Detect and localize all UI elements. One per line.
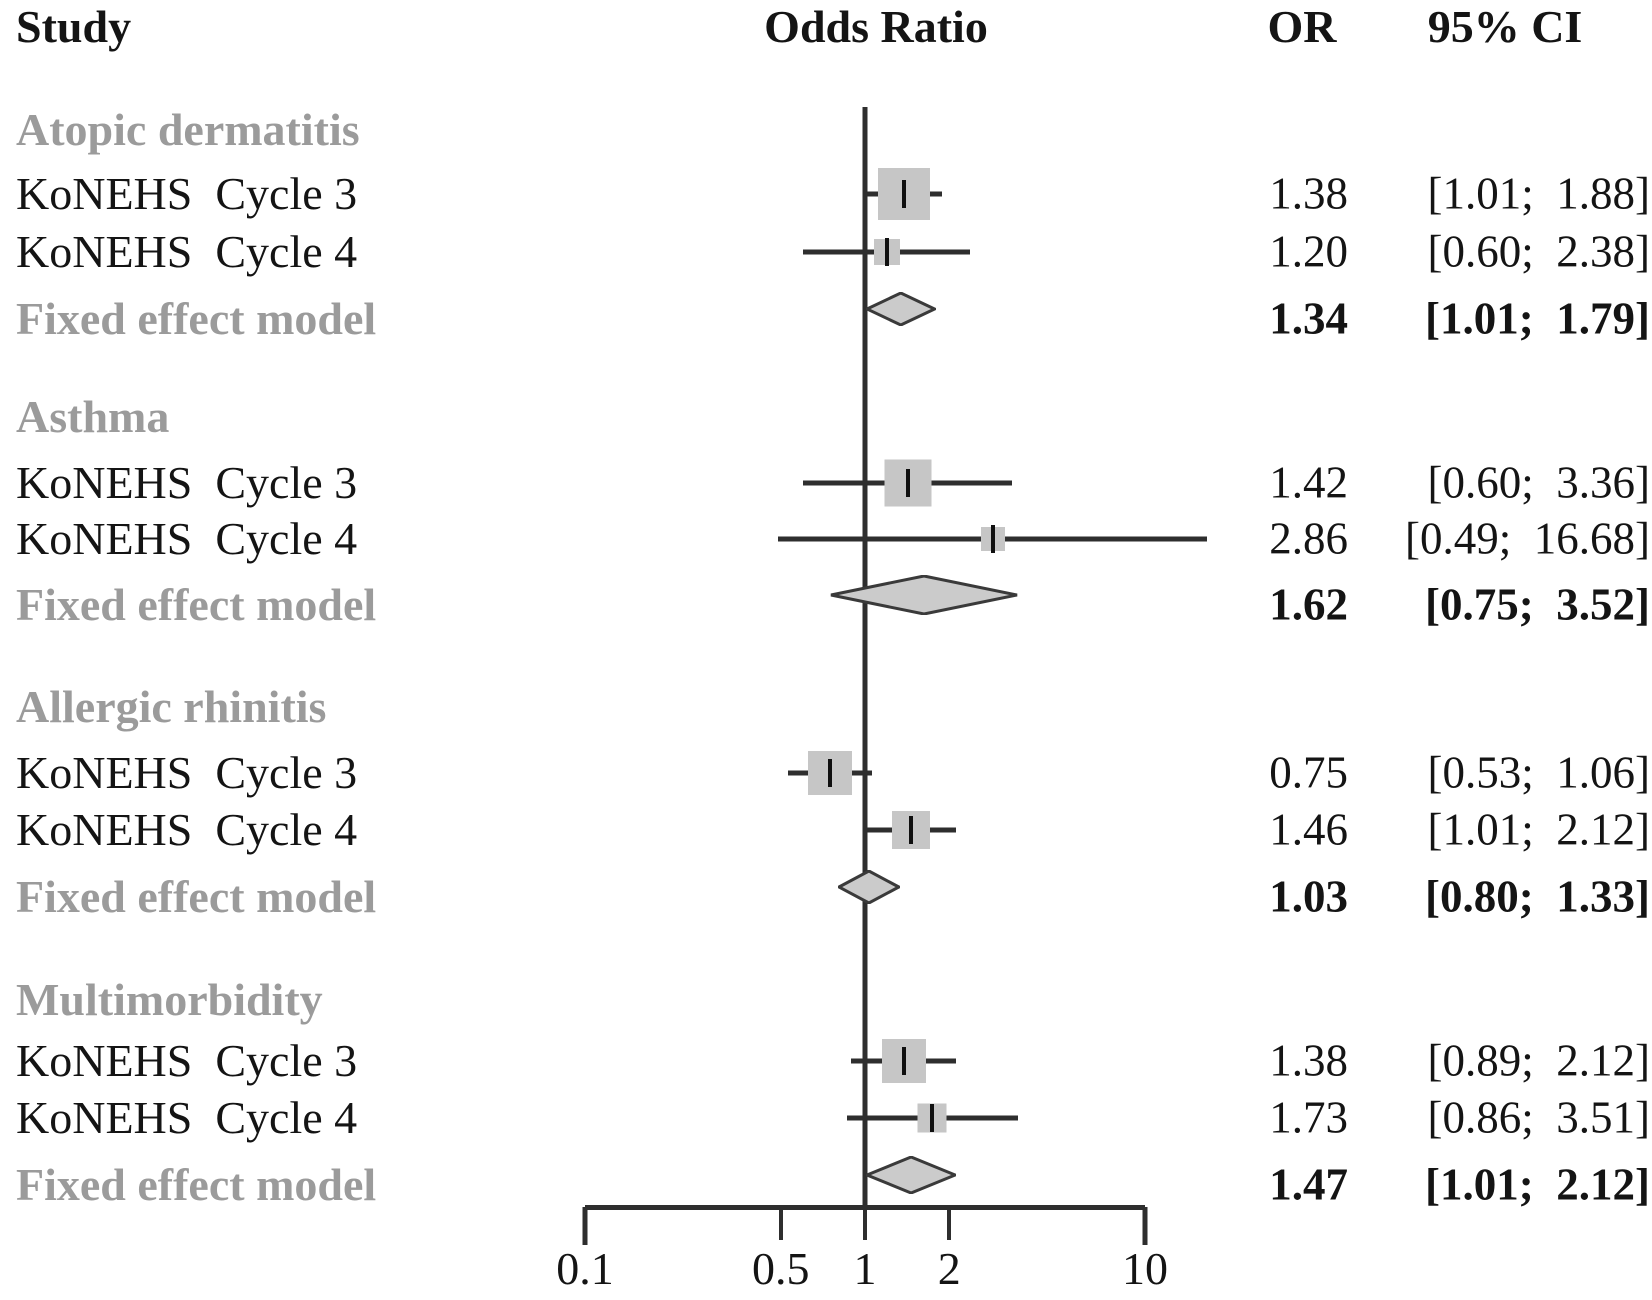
ci-value: [1.01; 2.12] <box>1427 804 1650 855</box>
study-label: KoNEHS Cycle 4 <box>16 804 358 855</box>
or-value: 1.38 <box>1269 168 1348 219</box>
summary-ci-value: [0.75; 3.52] <box>1425 579 1650 630</box>
point-estimate-tick <box>929 1104 934 1132</box>
summary-ci-value: [0.80; 1.33] <box>1425 871 1650 922</box>
axis-tick <box>778 1207 783 1240</box>
summary-ci-value: [1.01; 2.12] <box>1425 1159 1650 1210</box>
summary-label: Fixed effect model <box>16 871 377 922</box>
ci-value: [0.60; 3.36] <box>1427 457 1650 508</box>
summary-label: Fixed effect model <box>16 579 377 630</box>
ci-value: [1.01; 1.88] <box>1427 168 1650 219</box>
study-label: KoNEHS Cycle 4 <box>16 226 358 277</box>
summary-label: Fixed effect model <box>16 293 377 344</box>
summary-diamond <box>866 1156 957 1194</box>
column-header-or: OR <box>1267 1 1337 52</box>
reference-line <box>862 107 868 1205</box>
ci-value: [0.49; 16.68] <box>1405 513 1650 564</box>
point-estimate-tick <box>902 1047 907 1075</box>
or-value: 0.75 <box>1269 747 1348 798</box>
axis-tick <box>863 1207 867 1240</box>
point-estimate-tick <box>909 816 914 844</box>
summary-ci-value: [1.01; 1.79] <box>1425 293 1650 344</box>
ci-value: [0.60; 2.38] <box>1427 226 1650 277</box>
summary-diamond <box>837 870 900 904</box>
group-label: Allergic rhinitis <box>16 681 327 732</box>
axis-tick-label: 1 <box>853 1243 877 1294</box>
or-value: 1.20 <box>1269 226 1348 277</box>
or-value: 1.73 <box>1269 1092 1348 1143</box>
summary-diamond <box>830 575 1018 615</box>
point-estimate-tick <box>990 525 995 553</box>
ci-value: [0.89; 2.12] <box>1427 1035 1650 1086</box>
or-value: 1.46 <box>1269 804 1348 855</box>
or-value: 1.38 <box>1269 1035 1348 1086</box>
summary-or-value: 1.47 <box>1269 1159 1348 1210</box>
study-label: KoNEHS Cycle 3 <box>16 168 358 219</box>
summary-diamond <box>866 292 936 326</box>
axis-tick <box>1142 1207 1148 1245</box>
axis-tick-label: 0.1 <box>556 1243 614 1294</box>
study-label: KoNEHS Cycle 3 <box>16 747 358 798</box>
group-label: Asthma <box>16 391 170 442</box>
axis-tick-label: 10 <box>1122 1243 1168 1294</box>
study-label: KoNEHS Cycle 4 <box>16 1092 358 1143</box>
ci-value: [0.86; 3.51] <box>1427 1092 1650 1143</box>
study-label: KoNEHS Cycle 3 <box>16 457 358 508</box>
study-label: KoNEHS Cycle 3 <box>16 1035 358 1086</box>
or-value: 1.42 <box>1269 457 1348 508</box>
study-label: KoNEHS Cycle 4 <box>16 513 358 564</box>
group-label: Atopic dermatitis <box>16 104 360 155</box>
column-header-95ci: 95% CI <box>1427 1 1583 52</box>
axis-tick <box>582 1207 588 1245</box>
summary-or-value: 1.03 <box>1269 871 1348 922</box>
summary-or-value: 1.62 <box>1269 579 1348 630</box>
point-estimate-tick <box>885 238 890 266</box>
or-value: 2.86 <box>1269 513 1348 564</box>
summary-or-value: 1.34 <box>1269 293 1348 344</box>
summary-label: Fixed effect model <box>16 1159 377 1210</box>
column-header-odds-ratio: Odds Ratio <box>764 1 988 52</box>
axis-tick <box>947 1207 952 1240</box>
point-estimate-tick <box>902 180 907 208</box>
column-header-study: Study <box>16 1 132 52</box>
point-estimate-tick <box>828 759 833 787</box>
axis-tick-label: 0.5 <box>751 1243 810 1294</box>
ci-value: [0.53; 1.06] <box>1427 747 1650 798</box>
point-estimate-tick <box>905 469 910 497</box>
axis-tick-label: 2 <box>937 1243 961 1294</box>
group-label: Multimorbidity <box>16 974 323 1025</box>
